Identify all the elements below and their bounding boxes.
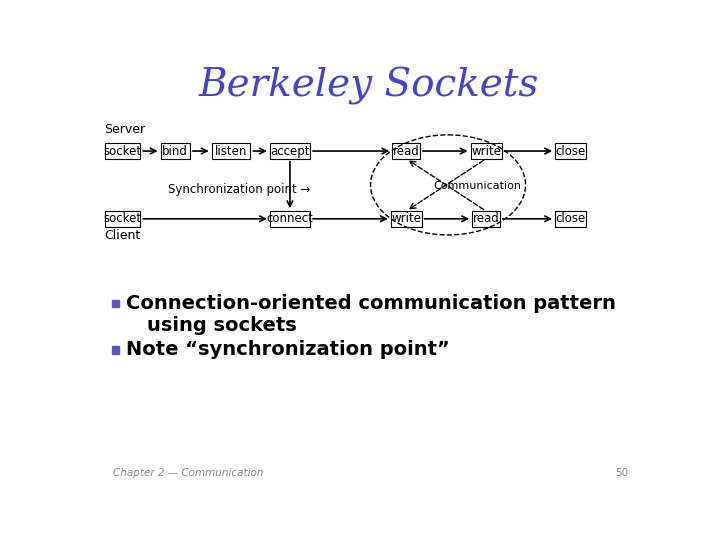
FancyBboxPatch shape bbox=[270, 143, 310, 159]
Text: Berkeley Sockets: Berkeley Sockets bbox=[199, 68, 539, 105]
Text: accept: accept bbox=[270, 145, 310, 158]
Text: write: write bbox=[391, 212, 421, 225]
FancyBboxPatch shape bbox=[104, 143, 140, 159]
Text: 50: 50 bbox=[616, 468, 629, 478]
Text: socket: socket bbox=[104, 212, 142, 225]
Text: connect: connect bbox=[266, 212, 313, 225]
FancyBboxPatch shape bbox=[555, 143, 586, 159]
Text: socket: socket bbox=[104, 145, 142, 158]
Text: Client: Client bbox=[104, 230, 140, 242]
Text: Synchronization point →: Synchronization point → bbox=[168, 183, 310, 196]
FancyBboxPatch shape bbox=[391, 211, 422, 226]
Text: Server: Server bbox=[104, 123, 145, 136]
FancyBboxPatch shape bbox=[472, 211, 500, 226]
Text: bind: bind bbox=[162, 145, 188, 158]
FancyBboxPatch shape bbox=[104, 211, 140, 226]
Text: read: read bbox=[472, 212, 500, 225]
Text: read: read bbox=[393, 145, 420, 158]
Text: Connection-oriented communication pattern: Connection-oriented communication patter… bbox=[126, 294, 616, 313]
FancyBboxPatch shape bbox=[471, 143, 502, 159]
FancyBboxPatch shape bbox=[112, 346, 120, 354]
Text: write: write bbox=[471, 145, 501, 158]
Text: Communication: Communication bbox=[433, 181, 521, 192]
FancyBboxPatch shape bbox=[112, 300, 120, 307]
Text: Chapter 2 — Communication: Chapter 2 — Communication bbox=[113, 468, 264, 478]
FancyBboxPatch shape bbox=[212, 143, 251, 159]
FancyBboxPatch shape bbox=[161, 143, 190, 159]
Text: using sockets: using sockets bbox=[148, 315, 297, 335]
FancyBboxPatch shape bbox=[555, 211, 586, 226]
FancyBboxPatch shape bbox=[392, 143, 420, 159]
Text: close: close bbox=[555, 145, 585, 158]
Text: Note “synchronization point”: Note “synchronization point” bbox=[126, 340, 449, 359]
Text: listen: listen bbox=[215, 145, 247, 158]
FancyBboxPatch shape bbox=[270, 211, 310, 226]
Text: close: close bbox=[555, 212, 585, 225]
